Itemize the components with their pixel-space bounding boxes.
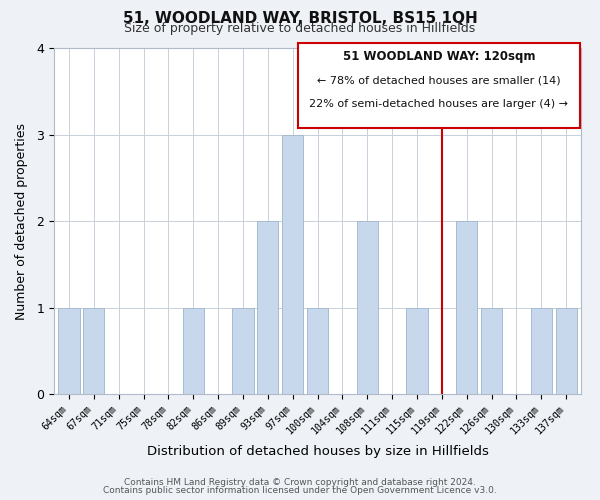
- Text: 51, WOODLAND WAY, BRISTOL, BS15 1QH: 51, WOODLAND WAY, BRISTOL, BS15 1QH: [122, 11, 478, 26]
- Text: Size of property relative to detached houses in Hillfields: Size of property relative to detached ho…: [124, 22, 476, 35]
- Bar: [83, 308, 104, 394]
- Text: Contains public sector information licensed under the Open Government Licence v3: Contains public sector information licen…: [103, 486, 497, 495]
- Bar: [58, 308, 80, 394]
- Y-axis label: Number of detached properties: Number of detached properties: [15, 122, 28, 320]
- Bar: [556, 308, 577, 394]
- Bar: [456, 221, 477, 394]
- Bar: [481, 308, 502, 394]
- Bar: [357, 221, 378, 394]
- Bar: [282, 134, 303, 394]
- Bar: [183, 308, 204, 394]
- FancyBboxPatch shape: [298, 43, 580, 128]
- Text: 22% of semi-detached houses are larger (4) →: 22% of semi-detached houses are larger (…: [309, 100, 568, 110]
- Bar: [531, 308, 552, 394]
- Text: 51 WOODLAND WAY: 120sqm: 51 WOODLAND WAY: 120sqm: [343, 50, 535, 63]
- Bar: [307, 308, 328, 394]
- Bar: [406, 308, 428, 394]
- Text: ← 78% of detached houses are smaller (14): ← 78% of detached houses are smaller (14…: [317, 76, 560, 86]
- Bar: [257, 221, 278, 394]
- Text: Contains HM Land Registry data © Crown copyright and database right 2024.: Contains HM Land Registry data © Crown c…: [124, 478, 476, 487]
- X-axis label: Distribution of detached houses by size in Hillfields: Distribution of detached houses by size …: [146, 444, 488, 458]
- Bar: [232, 308, 254, 394]
